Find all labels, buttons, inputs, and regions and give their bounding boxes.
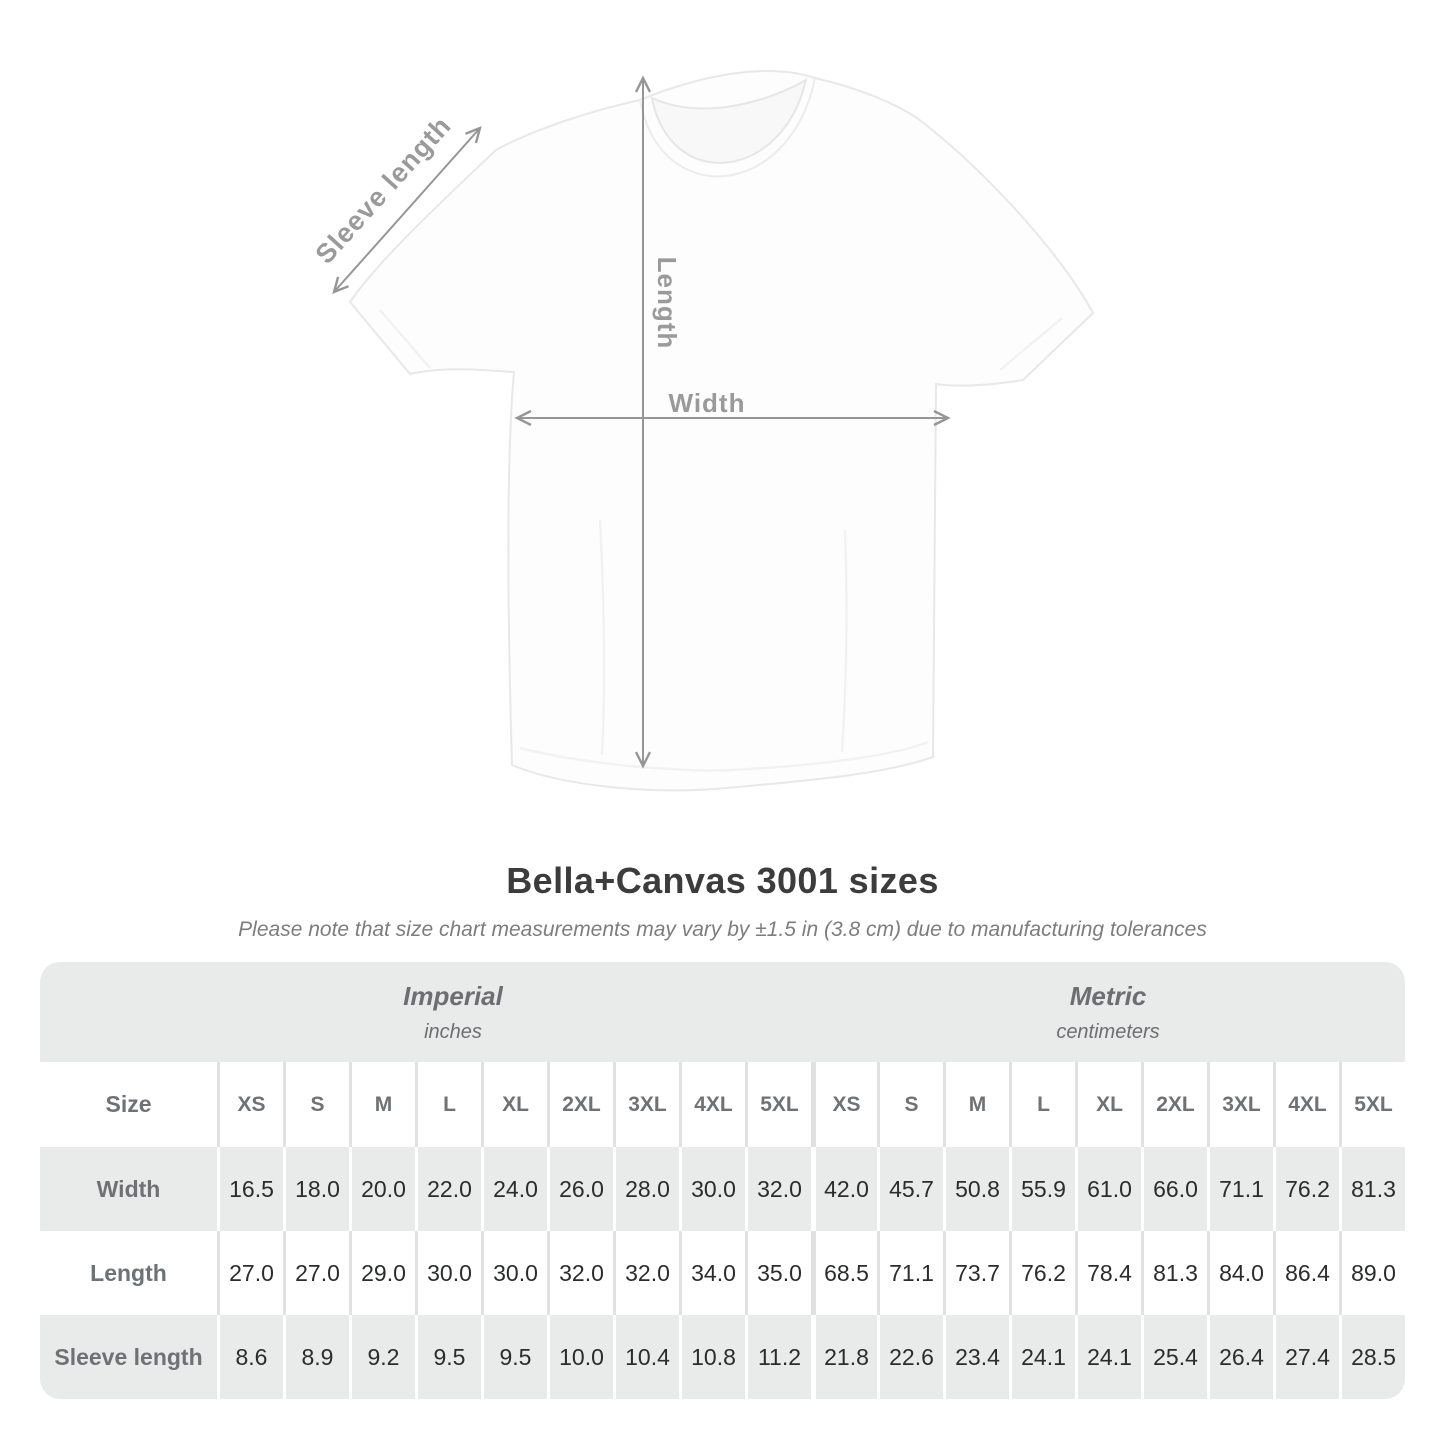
size-col-header: XS [811,1062,877,1147]
value-cell: 11.2 [745,1315,811,1399]
value-cell: 55.9 [1009,1147,1075,1231]
collar-opening [650,77,808,164]
value-cell: 10.4 [613,1315,679,1399]
value-cell: 78.4 [1075,1231,1141,1315]
size-col-header: 3XL [1207,1062,1273,1147]
value-cell: 8.9 [283,1315,349,1399]
value-cell: 27.4 [1273,1315,1339,1399]
value-cell: 76.2 [1009,1231,1075,1315]
size-col-header: M [349,1062,415,1147]
value-cell: 45.7 [877,1147,943,1231]
value-cell: 29.0 [349,1231,415,1315]
tshirt-body [348,69,1095,792]
value-cell: 30.0 [415,1231,481,1315]
value-cell: 30.0 [679,1147,745,1231]
value-cell: 10.0 [547,1315,613,1399]
tshirt-graphic [348,69,1095,792]
value-cell: 16.5 [217,1147,283,1231]
size-col-header: 5XL [745,1062,811,1147]
value-cell: 24.0 [481,1147,547,1231]
size-col-header: XS [217,1062,283,1147]
value-cell: 84.0 [1207,1231,1273,1315]
value-cell: 25.4 [1141,1315,1207,1399]
value-cell: 68.5 [811,1231,877,1315]
size-col-header: 5XL [1339,1062,1405,1147]
width-label: Width [669,388,746,418]
metric-section-header: Metric centimeters [811,962,1405,1062]
value-cell: 26.4 [1207,1315,1273,1399]
length-label: Length [652,257,682,350]
size-col-header: 2XL [547,1062,613,1147]
value-cell: 22.6 [877,1315,943,1399]
value-cell: 26.0 [547,1147,613,1231]
value-cell: 34.0 [679,1231,745,1315]
value-cell: 32.0 [547,1231,613,1315]
value-cell: 32.0 [745,1147,811,1231]
size-col-header: 4XL [679,1062,745,1147]
hem-stitch-line [519,740,929,772]
tolerance-note: Please note that size chart measurements… [238,918,1207,941]
page-title: Bella+Canvas 3001 sizes [506,860,939,901]
value-cell: 27.0 [283,1231,349,1315]
value-cell: 66.0 [1141,1147,1207,1231]
value-cell: 35.0 [745,1231,811,1315]
value-cell: 30.0 [481,1231,547,1315]
size-col-header: 2XL [1141,1062,1207,1147]
value-cell: 9.5 [415,1315,481,1399]
value-cell: 9.2 [349,1315,415,1399]
size-col-header: XL [481,1062,547,1147]
collar-rib-seam [639,77,816,178]
imperial-label: Imperial [403,980,503,1011]
value-cell: 23.4 [943,1315,1009,1399]
imperial-section-header: Imperial inches [40,962,811,1062]
value-cell: 71.1 [1207,1147,1273,1231]
size-col-header: XL [1075,1062,1141,1147]
value-cell: 86.4 [1273,1231,1339,1315]
value-cell: 71.1 [877,1231,943,1315]
tshirt-measurement-diagram: Width Length Sleeve length [310,69,1095,792]
right-cuff-fold [999,317,1063,371]
value-cell: 73.7 [943,1231,1009,1315]
value-cell: 42.0 [811,1147,877,1231]
size-col-header: L [1009,1062,1075,1147]
left-cuff-fold [379,309,431,369]
row-label: Width [40,1147,217,1231]
value-cell: 24.1 [1075,1315,1141,1399]
value-cell: 20.0 [349,1147,415,1231]
value-cell: 9.5 [481,1315,547,1399]
body-wrinkle-right [840,529,848,753]
corner-header: Size [105,1091,152,1117]
metric-unit: centimeters [1056,1020,1160,1043]
value-cell: 24.1 [1009,1315,1075,1399]
size-col-header: 4XL [1273,1062,1339,1147]
value-cell: 89.0 [1339,1231,1405,1315]
size-col-header: M [943,1062,1009,1147]
value-cell: 10.8 [679,1315,745,1399]
value-cell: 50.8 [943,1147,1009,1231]
value-cell: 21.8 [811,1315,877,1399]
body-wrinkle-left [598,519,606,756]
size-col-header: S [877,1062,943,1147]
value-cell: 8.6 [217,1315,283,1399]
value-cell: 61.0 [1075,1147,1141,1231]
size-col-header: L [415,1062,481,1147]
imperial-unit: inches [424,1020,482,1043]
size-col-header: 3XL [613,1062,679,1147]
size-table: Imperial inches Metric centimeters Size … [40,962,1405,1399]
row-label: Sleeve length [40,1315,217,1399]
row-label: Length [90,1259,167,1286]
value-cell: 22.0 [415,1147,481,1231]
value-cell: 81.3 [1339,1147,1405,1231]
value-cell: 27.0 [217,1231,283,1315]
value-cell: 18.0 [283,1147,349,1231]
size-col-header: S [283,1062,349,1147]
value-cell: 76.2 [1273,1147,1339,1231]
sleeve-length-arrow [334,128,480,292]
value-cell: 32.0 [613,1231,679,1315]
value-cell: 28.5 [1339,1315,1405,1399]
metric-label: Metric [1069,980,1147,1011]
value-cell: 81.3 [1141,1231,1207,1315]
value-cell: 28.0 [613,1147,679,1231]
